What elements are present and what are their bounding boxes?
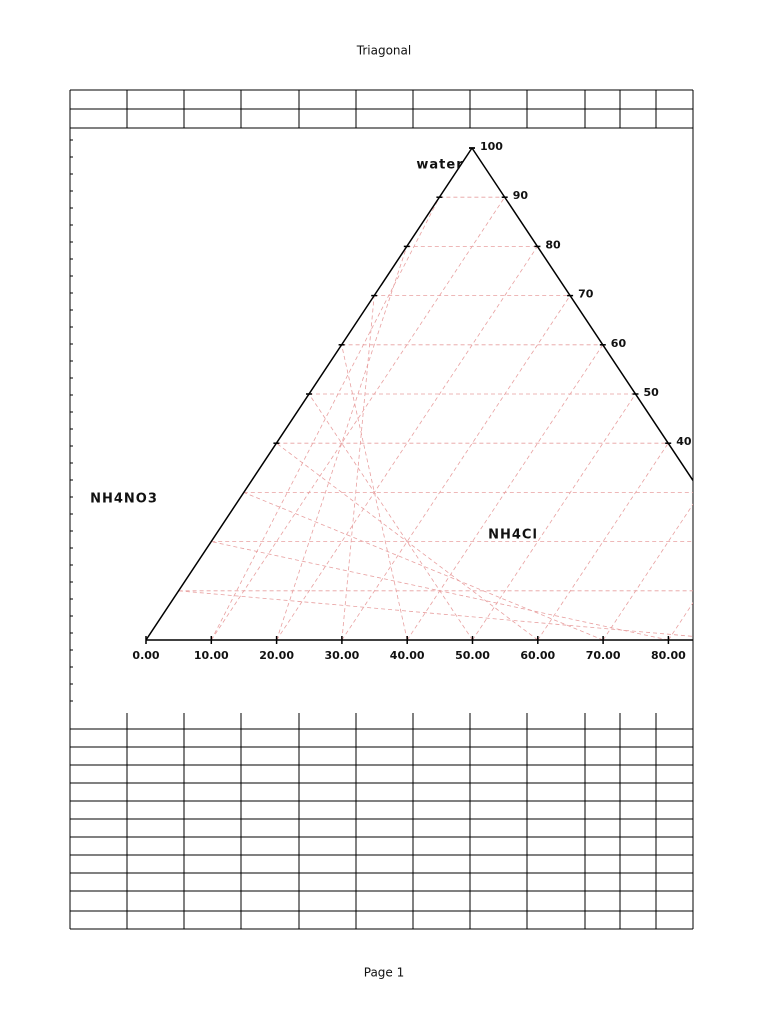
right-tick-label: 90 [513, 189, 529, 202]
bottom-tick-label: 70.00 [586, 649, 621, 662]
grid-line [210, 196, 506, 641]
bottom-tick-label: 10.00 [194, 649, 229, 662]
grid-line [178, 590, 693, 637]
right-tick-label: 60 [611, 337, 627, 350]
ternary-chart [145, 147, 693, 644]
bottom-tick-label: 80.00 [651, 649, 686, 662]
grid-line [276, 246, 408, 641]
grid-line [602, 503, 693, 641]
bottom-tick-label: 60.00 [520, 649, 555, 662]
right-tick-label: 100 [480, 140, 503, 153]
grid-line [472, 393, 636, 641]
page-footer: Page 1 [364, 966, 405, 980]
page-title: Triagonal [356, 44, 411, 58]
grid-line [276, 442, 539, 641]
grid-line [211, 541, 669, 641]
grid-line [243, 492, 604, 641]
bottom-tick-label: 40.00 [390, 649, 425, 662]
corner-label: NH4NO3 [90, 492, 158, 507]
grid-line [537, 442, 669, 641]
bottom-tick-label: 30.00 [325, 649, 360, 662]
tables [69, 89, 694, 930]
grid-line [308, 393, 473, 641]
grid-line [734, 591, 767, 640]
ternary-grid [178, 196, 767, 641]
grid-line [341, 295, 375, 641]
right-tick-label: 70 [578, 288, 594, 301]
corner-label: water [416, 158, 463, 173]
right-tick-label: 50 [644, 386, 660, 399]
grid-line [210, 197, 440, 641]
grid-line [276, 246, 538, 641]
bottom-tick-label: 20.00 [259, 649, 294, 662]
right-tick-label: 40 [676, 435, 692, 448]
right-tick-label: 80 [545, 238, 561, 251]
bottom-tick-label: 0.00 [132, 649, 159, 662]
corner-label: NH4Cl [488, 528, 538, 543]
grid-line [341, 295, 571, 641]
bottom-tick-label: 50.00 [455, 649, 490, 662]
